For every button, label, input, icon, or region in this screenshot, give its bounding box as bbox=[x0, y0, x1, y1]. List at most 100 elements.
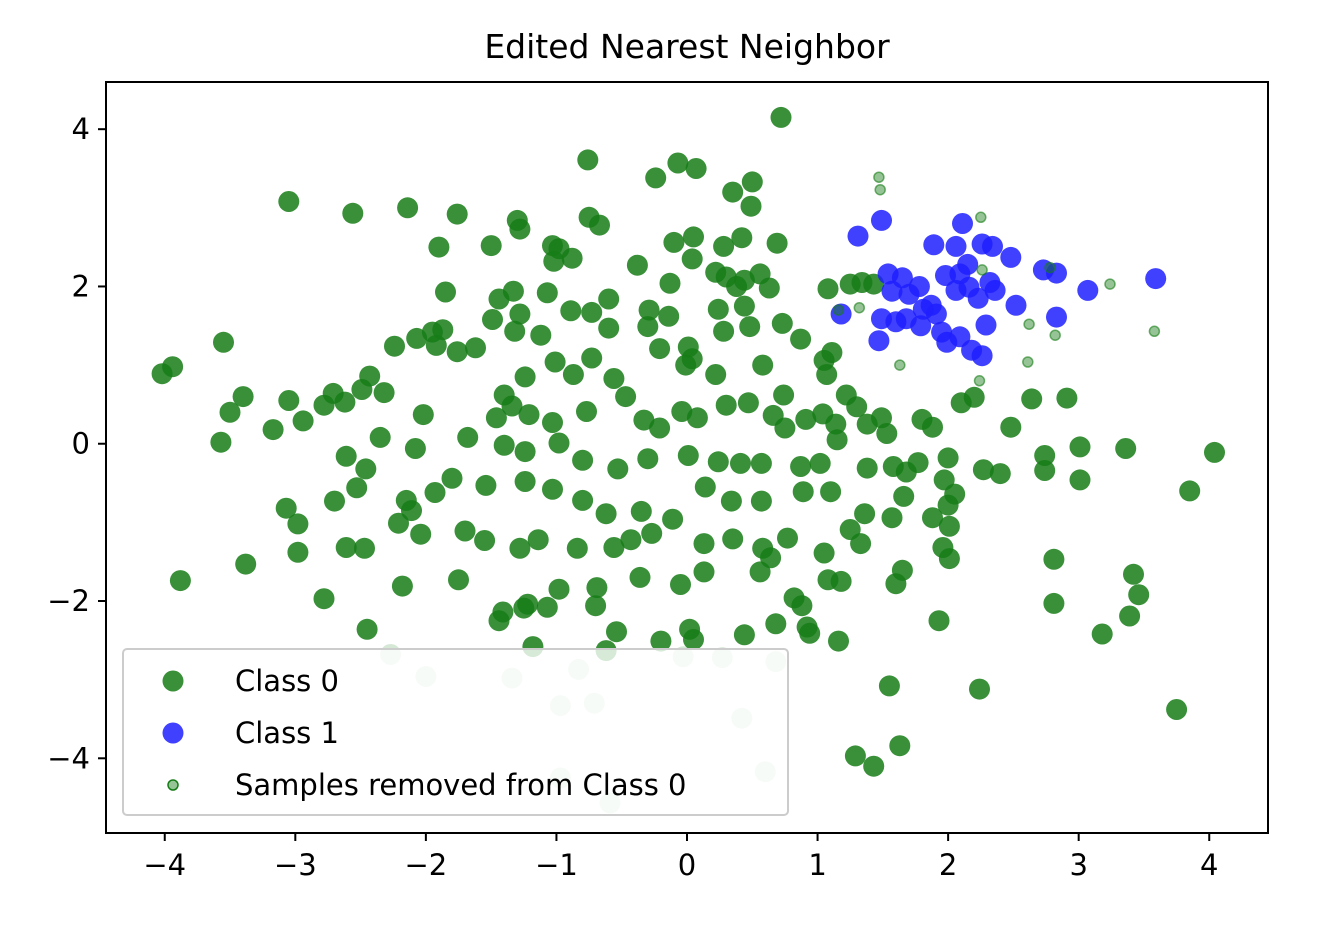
point-series-0-104 bbox=[615, 386, 637, 408]
point-series-0-23 bbox=[663, 231, 685, 253]
point-series-0-192 bbox=[388, 512, 409, 534]
point-series-0-6 bbox=[741, 171, 763, 193]
point-series-0-157 bbox=[1056, 387, 1078, 409]
point-series-0-53 bbox=[707, 298, 729, 320]
point-series-0-140 bbox=[809, 452, 831, 474]
point-series-2-11 bbox=[853, 301, 866, 314]
x-tick-label: 0 bbox=[678, 848, 696, 882]
point-series-0-94 bbox=[292, 410, 314, 432]
x-tick-label: 3 bbox=[1069, 848, 1087, 882]
point-series-0-73 bbox=[514, 366, 536, 388]
point-series-0-242 bbox=[536, 596, 558, 618]
point-series-0-183 bbox=[881, 507, 903, 529]
point-series-0-130 bbox=[514, 441, 536, 463]
point-series-0-78 bbox=[790, 328, 812, 350]
point-series-0-160 bbox=[1115, 438, 1137, 459]
x-tick-label: −2 bbox=[405, 848, 448, 882]
point-series-0-65 bbox=[739, 316, 761, 338]
point-series-0-134 bbox=[637, 448, 659, 470]
point-series-0-45 bbox=[581, 301, 603, 323]
point-series-0-135 bbox=[677, 445, 699, 466]
point-series-0-237 bbox=[928, 610, 950, 632]
point-series-0-58 bbox=[446, 341, 468, 363]
x-tick-label: −3 bbox=[274, 848, 317, 882]
point-series-0-46 bbox=[560, 300, 582, 322]
point-series-0-71 bbox=[581, 347, 603, 369]
point-series-0-112 bbox=[774, 417, 796, 439]
point-series-0-259 bbox=[1166, 699, 1188, 720]
x-tick-label: 2 bbox=[939, 848, 957, 882]
point-series-1-10 bbox=[1077, 279, 1099, 301]
point-series-1-40 bbox=[971, 345, 993, 367]
point-series-0-201 bbox=[641, 522, 663, 544]
point-series-0-238 bbox=[313, 588, 335, 610]
point-series-0-176 bbox=[662, 508, 684, 530]
point-series-0-191 bbox=[354, 537, 375, 559]
point-series-0-147 bbox=[989, 463, 1011, 485]
point-series-0-117 bbox=[846, 396, 868, 418]
point-series-0-106 bbox=[649, 417, 671, 439]
point-series-0-4 bbox=[278, 191, 300, 212]
point-series-0-230 bbox=[891, 559, 913, 581]
point-series-0-193 bbox=[410, 523, 432, 545]
point-series-0-225 bbox=[791, 595, 813, 617]
point-series-0-131 bbox=[548, 432, 570, 454]
point-series-0-10 bbox=[397, 197, 419, 219]
point-series-1-28 bbox=[1046, 306, 1067, 328]
point-series-2-10 bbox=[832, 304, 845, 316]
point-series-0-172 bbox=[542, 478, 563, 500]
point-series-0-213 bbox=[235, 553, 257, 575]
point-series-0-168 bbox=[424, 482, 446, 503]
point-series-0-97 bbox=[412, 404, 434, 426]
point-series-0-136 bbox=[707, 451, 729, 473]
point-series-0-178 bbox=[720, 490, 742, 512]
point-series-0-196 bbox=[509, 537, 531, 559]
point-series-1-1 bbox=[847, 225, 869, 247]
point-series-0-212 bbox=[169, 570, 191, 592]
x-tick-label: 1 bbox=[808, 848, 826, 882]
point-series-1-22 bbox=[957, 253, 979, 275]
point-series-0-133 bbox=[607, 458, 629, 480]
point-series-0-72 bbox=[544, 351, 566, 373]
point-series-0-109 bbox=[715, 394, 737, 416]
legend-label-removed: Samples removed from Class 0 bbox=[235, 768, 686, 802]
point-series-0-113 bbox=[795, 408, 817, 430]
point-series-1-16 bbox=[908, 276, 930, 297]
point-series-0-220 bbox=[629, 566, 651, 588]
legend-marker-removed bbox=[167, 779, 179, 791]
point-series-0-241 bbox=[513, 597, 535, 619]
point-series-0-21 bbox=[543, 250, 565, 272]
point-series-0-70 bbox=[675, 354, 697, 376]
point-series-0-64 bbox=[713, 320, 735, 342]
point-series-0-128 bbox=[457, 426, 479, 448]
point-series-0-247 bbox=[683, 629, 704, 650]
point-series-0-222 bbox=[693, 561, 715, 583]
legend: Class 0 Class 1 Samples removed from Cla… bbox=[122, 648, 789, 816]
point-series-0-243 bbox=[585, 595, 607, 617]
point-series-0-11 bbox=[446, 203, 468, 225]
point-series-0-175 bbox=[630, 500, 652, 522]
point-series-0-89 bbox=[313, 394, 335, 416]
point-series-1-24 bbox=[967, 287, 989, 309]
point-series-0-56 bbox=[384, 335, 405, 357]
point-series-2-3 bbox=[1044, 261, 1056, 274]
point-series-0-188 bbox=[938, 515, 960, 537]
point-series-0-163 bbox=[275, 497, 297, 519]
point-series-0-68 bbox=[649, 338, 671, 360]
point-series-0-240 bbox=[488, 610, 510, 632]
point-series-0-258 bbox=[889, 735, 911, 757]
point-series-0-63 bbox=[637, 316, 659, 338]
point-series-0-108 bbox=[686, 407, 708, 429]
point-series-0-236 bbox=[1091, 623, 1113, 645]
point-series-0-103 bbox=[576, 401, 597, 422]
point-series-0-2 bbox=[667, 152, 689, 174]
point-series-0-248 bbox=[733, 624, 755, 646]
point-series-0-1 bbox=[577, 149, 599, 171]
point-series-0-249 bbox=[765, 613, 787, 635]
point-series-0-15 bbox=[589, 214, 610, 236]
point-series-0-187 bbox=[944, 483, 966, 505]
point-series-0-95 bbox=[262, 419, 284, 441]
point-series-0-215 bbox=[448, 569, 469, 591]
point-series-0-228 bbox=[830, 570, 852, 592]
